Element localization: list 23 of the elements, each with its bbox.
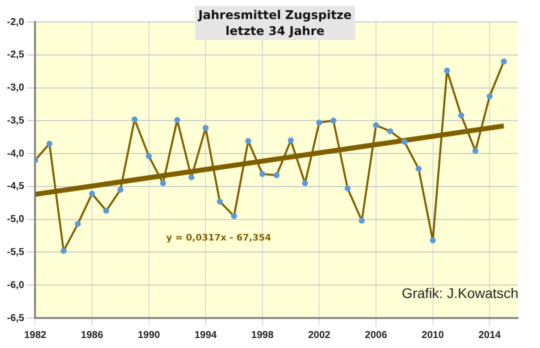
x-tick-label: 2010 (422, 330, 444, 341)
y-tick-label: -4,0 (6, 148, 25, 160)
y-tick-label: -6,0 (6, 280, 25, 291)
y-tick-label: -4,5 (6, 181, 25, 192)
y-tick-label: -5,5 (6, 246, 25, 258)
x-tick-label: 1982 (24, 330, 47, 341)
y-tick-label: -3,0 (6, 82, 25, 94)
x-tick-label: 2006 (364, 330, 388, 341)
y-tick-label: -2,5 (6, 50, 25, 61)
annotation: Grafik: J.Kowatsch (402, 285, 518, 302)
x-tick-label: 2014 (478, 330, 502, 341)
chart-title: Jahresmittel Zugspitze (196, 7, 353, 23)
y-tick-label: -2,0 (6, 16, 25, 28)
y-tick-label: -3,5 (6, 115, 25, 126)
y-tick-label: -5,0 (6, 214, 25, 226)
x-tick-label: 1990 (138, 330, 160, 341)
x-tick-label: 1998 (251, 330, 274, 341)
x-tick-label: 1994 (194, 330, 218, 341)
annotation: y = 0,0317x - 67,354 (166, 233, 272, 244)
x-tick-label: 1986 (80, 330, 104, 341)
x-tick-label: 2002 (308, 330, 331, 341)
y-tick-label: -6,5 (6, 312, 25, 324)
chart-subtitle: letzte 34 Jahre (224, 23, 326, 39)
